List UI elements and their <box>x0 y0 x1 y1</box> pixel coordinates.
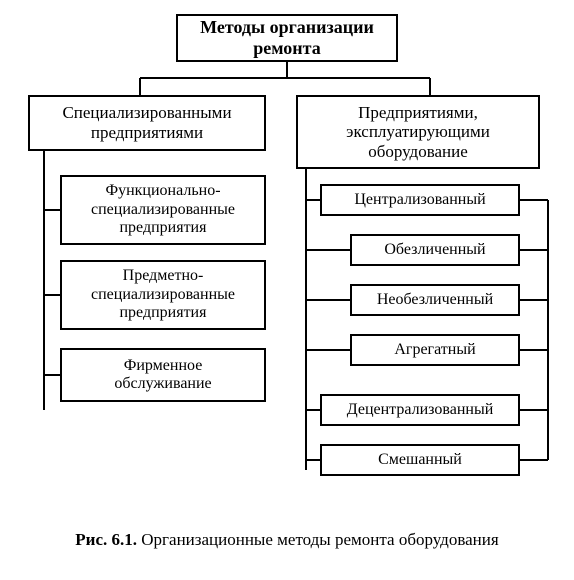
left-leaf-2-line3: предприятия <box>119 304 206 321</box>
figure-caption: Рис. 6.1. Организационные методы ремонта… <box>0 530 574 550</box>
left-branch-node: Специализированными предприятиями <box>28 95 266 151</box>
right-leaf-6-label: Смешанный <box>378 451 462 469</box>
right-leaf-5: Децентрализованный <box>320 394 520 426</box>
right-branch-line3: оборудование <box>368 142 468 161</box>
left-leaf-1-line2: специализированные <box>91 201 235 218</box>
left-branch-line1: Специализированными <box>62 103 231 122</box>
root-node: Методы организации ремонта <box>176 14 398 62</box>
root-line1: Методы организации <box>200 17 374 37</box>
caption-prefix: Рис. 6.1. <box>75 530 137 549</box>
left-leaf-3-line1: Фирменное <box>124 357 203 374</box>
right-leaf-3-label: Необезличенный <box>377 291 493 309</box>
left-leaf-1: Функционально- специализированные предпр… <box>60 175 266 245</box>
right-branch-node: Предприятиями, эксплуатирующими оборудов… <box>296 95 540 169</box>
diagram-canvas: Методы организации ремонта Специализиров… <box>0 0 574 580</box>
left-leaf-1-line3: предприятия <box>119 219 206 236</box>
left-leaf-2-line2: специализированные <box>91 286 235 303</box>
right-leaf-4: Агрегатный <box>350 334 520 366</box>
left-leaf-3-line2: обслуживание <box>114 375 211 392</box>
left-branch-line2: предприятиями <box>91 123 203 142</box>
right-leaf-2-label: Обезличенный <box>384 241 485 259</box>
right-branch-line2: эксплуатирующими <box>346 122 490 141</box>
left-leaf-1-line1: Функционально- <box>105 182 220 199</box>
right-leaf-1: Централизованный <box>320 184 520 216</box>
root-line2: ремонта <box>253 38 320 58</box>
right-leaf-1-label: Централизованный <box>354 191 485 209</box>
right-leaf-4-label: Агрегатный <box>394 341 475 359</box>
right-leaf-6: Смешанный <box>320 444 520 476</box>
left-leaf-2-line1: Предметно- <box>123 267 204 284</box>
left-leaf-2: Предметно- специализированные предприяти… <box>60 260 266 330</box>
right-leaf-5-label: Децентрализованный <box>347 401 494 419</box>
right-branch-line1: Предприятиями, <box>358 103 478 122</box>
right-leaf-3: Необезличенный <box>350 284 520 316</box>
caption-text: Организационные методы ремонта оборудова… <box>141 530 498 549</box>
right-leaf-2: Обезличенный <box>350 234 520 266</box>
left-leaf-3: Фирменное обслуживание <box>60 348 266 402</box>
